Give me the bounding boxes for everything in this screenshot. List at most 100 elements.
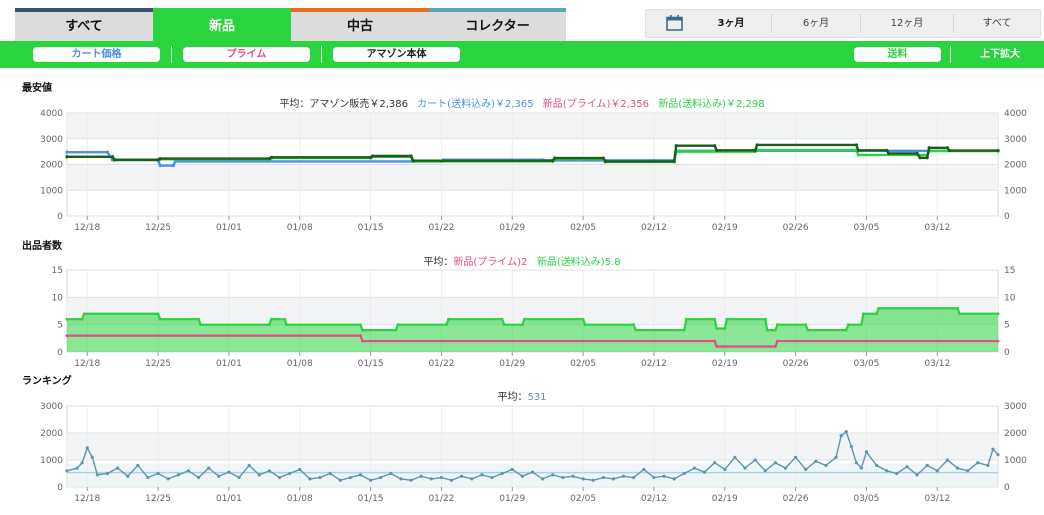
x-tick-label: 12/25 bbox=[145, 223, 171, 233]
y-tick-label-right: 0 bbox=[1004, 212, 1010, 222]
data-point bbox=[156, 312, 160, 316]
y-tick-label-left: 5 bbox=[57, 321, 63, 331]
sellers-legend: 平均：新品(プライム)2 新品(送料込み)5.8 bbox=[0, 253, 1044, 268]
data-point bbox=[763, 469, 767, 473]
data-point bbox=[713, 339, 717, 343]
data-point bbox=[976, 461, 980, 465]
data-point bbox=[409, 478, 413, 482]
y-tick-label-right: 4000 bbox=[1004, 109, 1027, 119]
shipping-toggle[interactable]: 送料 bbox=[854, 47, 941, 62]
y-tick-label-right: 2000 bbox=[1004, 161, 1027, 171]
data-point bbox=[166, 477, 170, 481]
data-point bbox=[371, 154, 375, 158]
data-point bbox=[270, 317, 273, 321]
data-point bbox=[399, 477, 403, 481]
range-12-months[interactable]: 12ヶ月 bbox=[890, 18, 924, 29]
data-point bbox=[743, 466, 747, 470]
data-point bbox=[713, 461, 717, 465]
amazon-toggle[interactable]: アマゾン本体 bbox=[333, 47, 460, 62]
data-point bbox=[632, 323, 636, 327]
legend-item: 平均： bbox=[497, 392, 528, 403]
data-point bbox=[65, 150, 69, 154]
tab-collector[interactable]: コレクター bbox=[429, 8, 566, 41]
data-point bbox=[541, 477, 545, 481]
y-tick-label-right: 5 bbox=[1004, 321, 1010, 331]
x-tick-label: 01/29 bbox=[499, 223, 525, 233]
data-point bbox=[173, 159, 177, 164]
data-point bbox=[844, 430, 848, 434]
x-tick-label: 01/08 bbox=[287, 494, 313, 504]
data-point bbox=[674, 144, 678, 148]
data-point bbox=[396, 323, 400, 327]
price-section-title: 最安値 bbox=[22, 83, 52, 94]
x-tick-label: 01/22 bbox=[428, 359, 454, 369]
y-tick-label-right: 3000 bbox=[1004, 135, 1027, 145]
data-point bbox=[775, 339, 779, 343]
data-point bbox=[634, 328, 638, 332]
y-tick-label-left: 15 bbox=[52, 266, 63, 276]
data-point bbox=[328, 471, 332, 476]
range-3-months[interactable]: 3ヶ月 bbox=[717, 18, 745, 29]
data-point bbox=[571, 474, 575, 478]
data-point bbox=[561, 475, 565, 480]
data-point bbox=[773, 328, 777, 332]
data-point bbox=[196, 475, 201, 480]
data-point bbox=[887, 151, 891, 156]
tab-all[interactable]: すべて bbox=[15, 8, 153, 41]
y-tick-label-left: 0 bbox=[57, 348, 63, 358]
data-point bbox=[158, 317, 162, 321]
data-point bbox=[171, 163, 175, 168]
x-tick-label: 02/05 bbox=[570, 223, 596, 233]
y-tick-label-right: 1000 bbox=[1004, 456, 1027, 466]
data-point bbox=[115, 466, 120, 470]
x-tick-label: 03/05 bbox=[853, 494, 879, 504]
data-point bbox=[859, 323, 863, 327]
data-point bbox=[389, 471, 393, 476]
data-point bbox=[65, 469, 69, 473]
filter-bar: カート価格 プライム アマゾン本体 送料 上下拡大 bbox=[0, 41, 1044, 68]
range-6-months[interactable]: 6ヶ月 bbox=[802, 18, 830, 29]
data-point bbox=[409, 154, 413, 158]
prime-toggle[interactable]: プライム bbox=[183, 47, 310, 62]
data-point bbox=[958, 312, 961, 316]
data-point bbox=[460, 474, 464, 478]
x-tick-label: 02/19 bbox=[712, 223, 738, 233]
tab-new[interactable]: 新品 bbox=[153, 8, 291, 41]
legend-item: 531 bbox=[527, 392, 547, 403]
y-tick-label-left: 10 bbox=[52, 293, 64, 303]
data-point bbox=[581, 317, 585, 321]
data-point bbox=[947, 148, 952, 153]
series-area bbox=[67, 308, 998, 352]
range-all[interactable]: すべて bbox=[982, 18, 1012, 29]
data-point bbox=[925, 463, 929, 467]
tab-label: 中古 bbox=[346, 19, 373, 34]
y-tick-label-right: 0 bbox=[1004, 348, 1010, 358]
x-tick-label: 12/25 bbox=[145, 494, 171, 504]
x-tick-label: 02/26 bbox=[783, 359, 809, 369]
y-tick-label-left: 1000 bbox=[40, 456, 63, 466]
y-tick-label-left: 2000 bbox=[40, 429, 63, 439]
vertical-zoom-toggle[interactable]: 上下拡大 bbox=[980, 49, 1020, 60]
data-point bbox=[927, 146, 931, 150]
legend-item: 平均： bbox=[423, 257, 454, 268]
data-point bbox=[581, 477, 585, 481]
data-point bbox=[844, 328, 848, 332]
sellers-section-title: 出品者数 bbox=[22, 241, 62, 252]
calendar-icon[interactable] bbox=[666, 15, 683, 35]
tab-used[interactable]: 中古 bbox=[291, 8, 429, 41]
data-point bbox=[856, 148, 860, 152]
data-point bbox=[601, 156, 605, 160]
legend-item: 新品(送料込み)￥2,298 bbox=[658, 99, 765, 110]
x-tick-label: 02/26 bbox=[783, 494, 809, 504]
x-tick-label: 12/18 bbox=[74, 223, 100, 233]
x-tick-label: 12/25 bbox=[145, 359, 171, 369]
data-point bbox=[90, 455, 94, 459]
cart-price-toggle[interactable]: カート価格 bbox=[33, 47, 160, 62]
data-point bbox=[82, 312, 86, 316]
x-tick-label: 01/29 bbox=[499, 494, 525, 504]
data-point bbox=[379, 475, 383, 480]
x-tick-label: 01/01 bbox=[216, 223, 242, 233]
data-point bbox=[553, 156, 557, 160]
tab-label: 新品 bbox=[208, 19, 235, 34]
data-point bbox=[80, 317, 84, 321]
